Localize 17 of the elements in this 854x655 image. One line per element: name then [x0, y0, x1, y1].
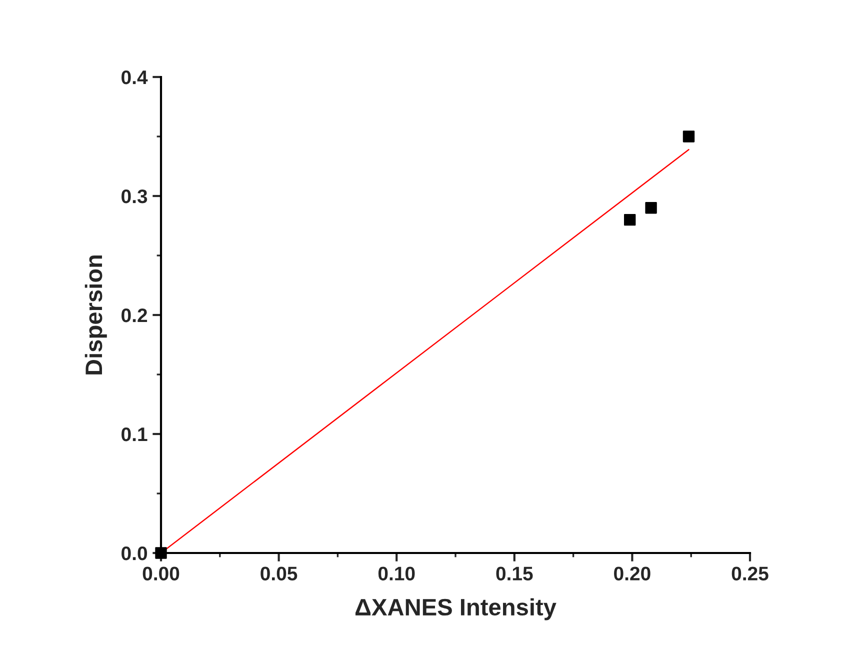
x-tick-label: 0.05: [260, 566, 298, 580]
y-axis-title: Dispersion: [84, 255, 107, 374]
x-tick-label: 0.00: [142, 566, 180, 580]
x-tick-label: 0.20: [614, 566, 650, 580]
x-tick-label: 0.25: [732, 566, 768, 580]
point: [155, 547, 167, 559]
y-tick-label: 0.0: [122, 546, 148, 560]
point: [682, 130, 695, 142]
point: [624, 214, 636, 226]
point: [645, 202, 657, 214]
x-axis-title: ΔXANES Intensity: [355, 598, 556, 620]
y-tick-label: 0.4: [122, 70, 148, 84]
x-tick-label: 0.15: [496, 566, 533, 580]
x-tick-label: 0.10: [378, 566, 415, 580]
y-tick-label: 0.3: [122, 189, 148, 204]
y-tick-label: 0.1: [122, 427, 148, 442]
y-tick-label: 0.2: [122, 308, 148, 322]
